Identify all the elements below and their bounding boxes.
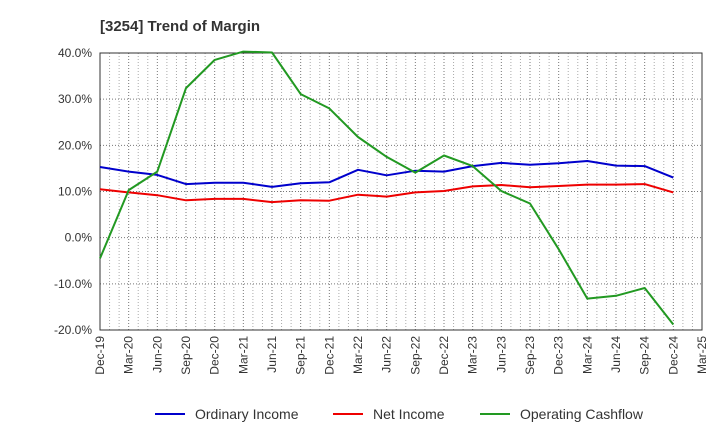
grid-layer	[100, 53, 702, 330]
series-line-operating-cashflow	[99, 50, 675, 326]
legend-label: Net Income	[373, 406, 445, 422]
x-tick-label: Mar-24	[580, 336, 594, 374]
x-tick-label: Jun-23	[494, 336, 508, 373]
x-tick-label: Mar-25	[695, 336, 709, 374]
chart-title: [3254] Trend of Margin	[100, 18, 260, 35]
legend: Ordinary Income Net Income Operating Cashf…	[155, 406, 644, 422]
series-layer	[99, 50, 675, 326]
x-tick-label: Sep-20	[179, 336, 193, 375]
x-tick-label: Mar-22	[351, 336, 365, 374]
x-tick-label: Dec-22	[437, 336, 451, 375]
x-tick-label: Dec-20	[208, 336, 222, 375]
y-tick-label: 40.0%	[58, 46, 92, 60]
x-tick-label: Sep-24	[638, 336, 652, 375]
y-tick-label: -10.0%	[54, 277, 92, 291]
x-tick-label: Jun-24	[609, 336, 623, 373]
y-tick-label: -20.0%	[54, 323, 92, 337]
series-line-net-income	[99, 183, 674, 204]
axis-layer: 40.0%30.0%20.0%10.0%0.0%-10.0%-20.0%Dec-…	[54, 46, 709, 375]
series-line-ordinary-income	[99, 160, 674, 188]
legend-label: Operating Cashflow	[520, 406, 644, 422]
y-tick-label: 30.0%	[58, 92, 92, 106]
x-tick-label: Sep-23	[523, 336, 537, 375]
x-tick-label: Jun-21	[265, 336, 279, 373]
x-tick-label: Mar-21	[236, 336, 250, 374]
x-tick-label: Sep-21	[294, 336, 308, 375]
y-tick-label: 0.0%	[65, 231, 93, 245]
x-tick-label: Dec-24	[666, 336, 680, 375]
x-tick-label: Mar-23	[466, 336, 480, 374]
plot-frame	[99, 52, 703, 331]
x-tick-label: Sep-22	[408, 336, 422, 375]
x-tick-label: Mar-20	[122, 336, 136, 374]
x-tick-label: Jun-20	[150, 336, 164, 373]
y-tick-label: 20.0%	[58, 138, 92, 152]
x-tick-label: Dec-23	[552, 336, 566, 375]
x-tick-label: Dec-21	[322, 336, 336, 375]
legend-label: Ordinary Income	[195, 406, 299, 422]
y-tick-label: 10.0%	[58, 185, 92, 199]
x-tick-label: Jun-22	[380, 336, 394, 373]
x-tick-label: Dec-19	[93, 336, 107, 375]
